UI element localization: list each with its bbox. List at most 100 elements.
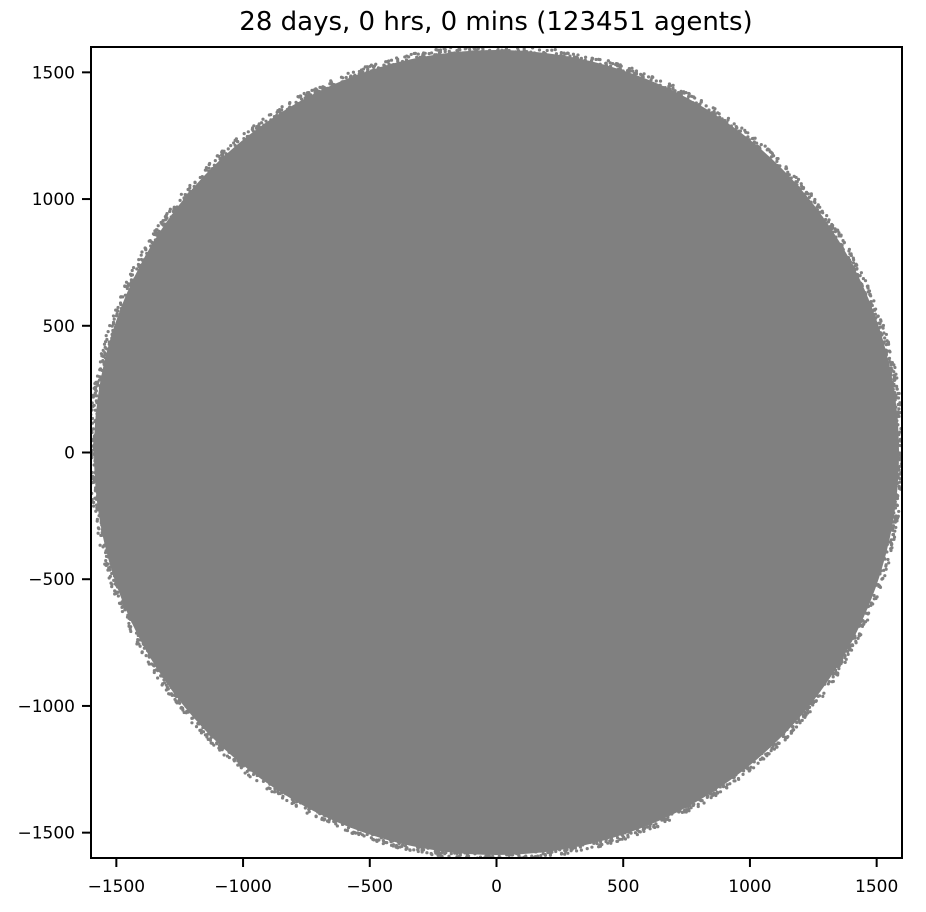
agent-point: [91, 427, 96, 431]
agent-point: [565, 56, 570, 60]
agent-point: [149, 244, 153, 248]
agent-point: [873, 312, 877, 316]
agent-point: [752, 760, 756, 764]
agent-point: [791, 182, 795, 186]
agent-point: [101, 354, 106, 358]
agent-point: [368, 64, 372, 69]
agent-point: [96, 382, 100, 386]
agent-point: [834, 235, 838, 239]
agent-point: [160, 672, 164, 676]
agent-point: [579, 848, 583, 852]
agent-point: [113, 582, 117, 586]
agent-point: [114, 314, 119, 318]
agent-point: [113, 325, 118, 329]
agent-point: [303, 806, 307, 810]
agent-point: [822, 691, 826, 695]
agent-point: [443, 50, 447, 54]
agent-point: [523, 50, 528, 54]
agent-point: [391, 839, 395, 843]
agent-point: [145, 254, 149, 258]
agent-point: [468, 850, 472, 854]
agent-point: [897, 391, 901, 396]
agent-point: [894, 424, 898, 428]
agent-point: [531, 52, 535, 56]
agent-point: [721, 783, 725, 787]
agent-point: [635, 75, 639, 79]
agent-point: [635, 832, 639, 837]
agent-point: [808, 710, 812, 714]
agent-point: [891, 524, 896, 528]
agent-point: [91, 500, 96, 504]
agent-point: [334, 822, 338, 826]
agent-point: [229, 143, 233, 148]
agent-point: [888, 360, 892, 364]
agent-point: [795, 720, 799, 725]
agent-point: [127, 621, 131, 626]
agent-point: [893, 500, 897, 504]
agent-point: [685, 808, 689, 812]
agent-point: [492, 50, 496, 55]
agent-point: [704, 104, 708, 108]
agent-point: [872, 593, 876, 598]
agent-point: [339, 75, 344, 79]
agent-point: [460, 849, 465, 853]
agent-point: [202, 724, 206, 728]
agent-point: [403, 55, 407, 59]
agent-point: [220, 150, 224, 154]
agent-point: [894, 420, 898, 424]
agent-point: [275, 110, 279, 114]
agent-point: [102, 362, 106, 367]
agent-point: [588, 840, 592, 844]
agent-point: [241, 764, 246, 768]
agent-point: [850, 264, 854, 268]
agent-point: [139, 257, 144, 262]
agent-point: [218, 161, 222, 165]
agent-point: [91, 448, 95, 452]
agent-point: [219, 156, 223, 161]
agent-point: [102, 528, 106, 532]
y-tick-label: 0: [64, 444, 75, 464]
agent-point: [881, 326, 885, 330]
agent-point: [737, 129, 741, 133]
agent-point: [897, 509, 901, 514]
agent-point: [430, 852, 434, 857]
agent-point: [251, 129, 255, 133]
agent-point: [401, 840, 405, 844]
agent-point: [807, 705, 812, 709]
agent-point: [134, 623, 138, 628]
agent-point: [688, 800, 692, 805]
agent-point: [819, 216, 824, 220]
agent-point: [793, 182, 798, 187]
agent-point: [178, 698, 182, 702]
agent-point: [654, 79, 658, 83]
agent-point: [813, 208, 817, 212]
agent-point: [93, 488, 98, 492]
agent-point: [741, 772, 745, 777]
agent-point: [534, 850, 538, 854]
agent-point: [389, 843, 394, 847]
agent-point: [140, 650, 144, 654]
agent-point: [299, 97, 304, 101]
agent-point: [136, 637, 140, 642]
agent-point: [369, 836, 373, 840]
agent-point: [869, 603, 873, 608]
agent-point: [358, 71, 362, 75]
agent-point: [859, 271, 863, 275]
agent-point: [560, 845, 564, 849]
agent-point: [314, 90, 319, 95]
agent-point: [272, 790, 277, 794]
agent-point: [329, 86, 333, 91]
agent-point: [611, 62, 615, 66]
agent-point: [416, 842, 420, 847]
agent-point: [649, 822, 653, 826]
agent-point: [840, 656, 844, 661]
agent-point: [728, 782, 732, 786]
agent-point: [236, 763, 240, 767]
agent-point: [104, 360, 108, 364]
agent-point: [740, 126, 744, 130]
agent-point: [439, 851, 444, 855]
agent-point: [891, 532, 895, 537]
agent-point: [192, 184, 196, 189]
agent-point: [116, 305, 120, 310]
